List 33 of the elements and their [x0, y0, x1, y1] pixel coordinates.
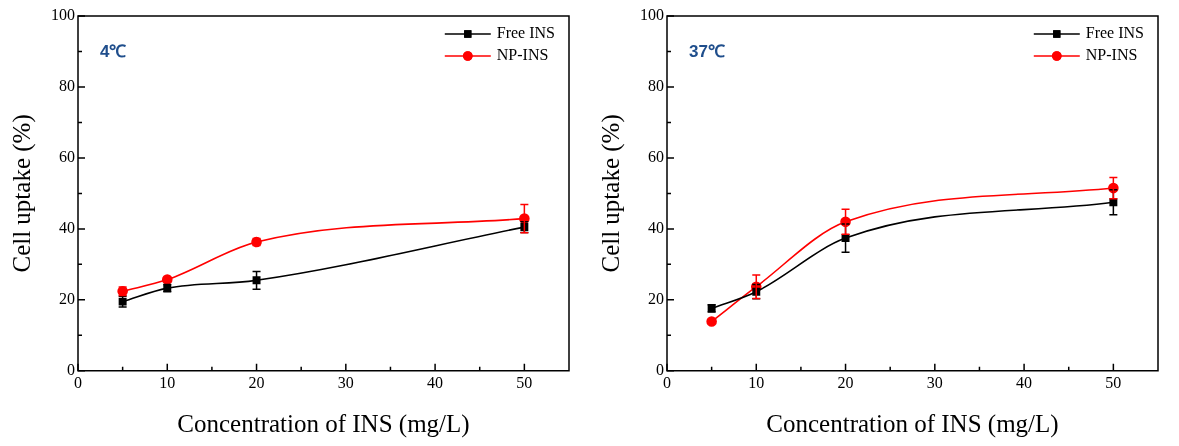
annotation: 4℃ — [100, 41, 127, 61]
x-tick-label: 50 — [1105, 373, 1122, 391]
y-tick-label: 60 — [648, 148, 664, 166]
x-tick-label: 20 — [248, 373, 265, 391]
y-tick-label: 0 — [67, 361, 75, 378]
x-axis-title: Concentration of INS (mg/L) — [177, 409, 470, 438]
legend-label: Free INS — [496, 24, 556, 42]
point — [252, 276, 261, 285]
annotation: 37℃ — [689, 41, 725, 61]
y-tick-label: 80 — [59, 77, 75, 95]
y-axis-title: Cell uptake (%) — [596, 114, 625, 273]
x-tick-label: 40 — [1016, 373, 1033, 391]
legend-label: NP-INS — [496, 46, 549, 64]
y-tick-label: 60 — [59, 148, 75, 166]
x-axis-title: Concentration of INS (mg/L) — [766, 409, 1059, 438]
y-tick-label: 20 — [648, 290, 664, 308]
y-tick-label: 80 — [648, 77, 664, 95]
y-tick-label: 40 — [648, 219, 664, 237]
y-tick-label: 20 — [59, 290, 75, 308]
y-tick-label: 40 — [59, 219, 75, 237]
y-axis-title: Cell uptake (%) — [7, 114, 36, 273]
x-tick-label: 50 — [516, 373, 533, 391]
x-tick-label: 10 — [159, 373, 176, 391]
legend-label: NP-INS — [1085, 46, 1138, 64]
legend-label: Free INS — [1085, 24, 1145, 42]
y-tick-label: 0 — [656, 361, 664, 378]
y-tick-label: 100 — [51, 6, 75, 24]
y-tick-label: 100 — [640, 6, 664, 24]
x-tick-label: 40 — [427, 373, 444, 391]
x-tick-label: 20 — [837, 373, 854, 391]
x-tick-label: 30 — [926, 373, 943, 391]
x-tick-label: 30 — [337, 373, 354, 391]
x-tick-label: 10 — [748, 373, 765, 391]
